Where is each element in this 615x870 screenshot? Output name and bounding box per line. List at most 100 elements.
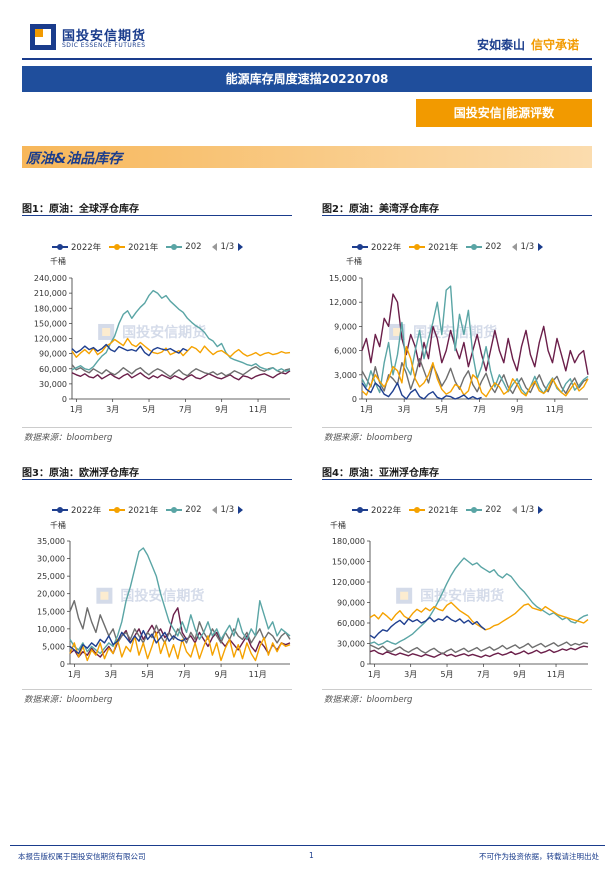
chart-2-title: 图2：原油：美湾浮仓库存 xyxy=(322,204,439,215)
y-tick-label: 0 xyxy=(62,395,67,404)
legend-prev-icon[interactable] xyxy=(211,506,217,514)
report-subtitle: 国投安信|能源评数 xyxy=(416,99,592,127)
legend-prev-icon[interactable] xyxy=(511,243,517,251)
footer-copyright: 本报告版权属于国投安信期货有限公司 xyxy=(18,852,146,861)
legend-next-icon[interactable] xyxy=(538,243,544,251)
x-tick-label: 11月 xyxy=(547,670,565,679)
series-line-s2018 xyxy=(71,370,291,381)
legend-next-icon[interactable] xyxy=(238,506,244,514)
x-tick-label: 11月 xyxy=(249,405,267,414)
legend-item-s2021[interactable]: 2021年 xyxy=(109,241,158,253)
footer-page-number: 1 xyxy=(309,851,314,860)
x-tick-label: 11月 xyxy=(249,670,267,679)
legend-swatch-s2021 xyxy=(409,507,426,513)
series-line-s2022 xyxy=(361,382,482,400)
legend-swatch-s2021 xyxy=(109,507,126,513)
chart-1-title: 图1：原油：全球浮仓库存 xyxy=(22,204,139,215)
chart-2-source-divider xyxy=(322,427,592,428)
legend-page-text: 1/3 xyxy=(220,242,235,252)
series-line-s2021 xyxy=(69,631,291,662)
series-line-s2021 xyxy=(369,601,589,631)
legend-label-s2021: 2021年 xyxy=(428,243,459,253)
x-tick-label: 5月 xyxy=(440,670,453,679)
y-tick-label: 60,000 xyxy=(337,619,365,628)
legend-swatch-s2022 xyxy=(352,507,368,513)
y-tick-label: 30,000 xyxy=(37,555,65,564)
chart-3-source-divider xyxy=(22,689,292,690)
legend-swatch-s2022 xyxy=(52,507,68,513)
x-tick-label: 7月 xyxy=(473,405,486,414)
legend-page-text: 1/3 xyxy=(520,505,535,515)
chart-2-source: 数据来源：bloomberg xyxy=(324,433,413,443)
legend-pager: 1/3 xyxy=(511,505,544,515)
series-line-s2018 xyxy=(69,607,291,658)
legend-item-s2022[interactable]: 2022年 xyxy=(52,241,101,253)
legend-item-s2022[interactable]: 2022年 xyxy=(352,241,401,253)
footer-divider xyxy=(10,845,605,846)
series-line-s2021 xyxy=(361,345,589,398)
chart-3-source: 数据来源：bloomberg xyxy=(24,695,113,705)
legend-swatch-s2020 xyxy=(166,507,183,513)
x-tick-label: 7月 xyxy=(178,670,191,679)
section-header: 原油&油品库存 xyxy=(22,146,592,168)
y-tick-label: 180,000 xyxy=(332,537,365,546)
watermark: 国投安信期货 xyxy=(396,587,504,605)
legend-item-s2020[interactable]: 202 xyxy=(466,505,502,515)
watermark-text: 国投安信期货 xyxy=(413,324,497,341)
legend-item-s2021[interactable]: 2021年 xyxy=(409,504,458,516)
legend-item-s2020[interactable]: 202 xyxy=(166,505,202,515)
legend-prev-icon[interactable] xyxy=(511,506,517,514)
chart-3-unit: 千桶 xyxy=(50,521,66,530)
x-tick-label: 9月 xyxy=(513,670,526,679)
legend-item-s2021[interactable]: 2021年 xyxy=(109,504,158,516)
y-tick-label: 90,000 xyxy=(337,599,365,608)
footer-disclaimer: 不可作为投资依据，转载请注明出处 xyxy=(479,852,599,861)
x-tick-label: 3月 xyxy=(106,405,119,414)
legend-prev-icon[interactable] xyxy=(211,243,217,251)
logo-text: 国投安信期货 xyxy=(62,29,147,44)
chart-4-source: 数据来源：bloomberg xyxy=(324,695,413,705)
chart-4-unit: 千桶 xyxy=(330,521,346,530)
x-tick-label: 3月 xyxy=(404,670,417,679)
watermark-logo-icon xyxy=(96,587,113,604)
series-line-s2022 xyxy=(69,629,187,655)
watermark-logo-inner xyxy=(400,591,409,600)
legend-item-s2022[interactable]: 2022年 xyxy=(352,504,401,516)
legend-next-icon[interactable] xyxy=(238,243,244,251)
chart-4-plot: 国投安信期货 0 30,000 60,000 90,000 120,000 150,000 1… xyxy=(332,537,589,679)
y-tick-label: 6,000 xyxy=(334,347,357,356)
slogan: 安如泰山 信守承诺 xyxy=(477,36,579,53)
y-tick-label: 10,000 xyxy=(37,625,65,634)
y-tick-label: 90,000 xyxy=(39,350,67,359)
legend-next-icon[interactable] xyxy=(538,506,544,514)
x-tick-label: 5月 xyxy=(141,670,154,679)
legend-pager: 1/3 xyxy=(511,242,544,252)
series-line-s2019 xyxy=(369,641,589,655)
series-line-s2022 xyxy=(369,615,486,639)
legend-item-s2020[interactable]: 202 xyxy=(166,242,202,252)
legend-swatch-s2022 xyxy=(52,244,68,250)
watermark-text: 国投安信期货 xyxy=(120,588,204,605)
y-tick-label: 5,000 xyxy=(42,642,65,651)
legend-pager: 1/3 xyxy=(211,242,244,252)
x-tick-label: 7月 xyxy=(477,670,490,679)
legend-label-s2022: 2022年 xyxy=(371,506,402,516)
y-tick-label: 15,000 xyxy=(329,274,357,283)
logo-subtext: SDIC ESSENCE FUTURES xyxy=(62,42,146,49)
y-tick-label: 150,000 xyxy=(332,558,365,567)
slogan-part-1: 安如泰山 xyxy=(476,38,525,52)
watermark: 国投安信期货 xyxy=(98,323,206,341)
chart-4-source-divider xyxy=(322,689,592,690)
series-line-s2018 xyxy=(369,645,589,658)
watermark-logo-inner xyxy=(100,591,109,600)
chart-2-plot: 国投安信期货 0 3,000 6,000 9,000 12,000 15,000 1月 3月 5月… xyxy=(329,274,589,414)
series-line-s2018 xyxy=(361,293,589,375)
y-tick-label: 240,000 xyxy=(34,274,67,283)
legend-label-s2020: 202 xyxy=(485,505,502,515)
y-tick-label: 120,000 xyxy=(332,578,365,587)
legend-item-s2021[interactable]: 2021年 xyxy=(409,241,458,253)
legend-item-s2020[interactable]: 202 xyxy=(466,242,502,252)
watermark-logo-inner xyxy=(393,327,402,336)
chart-1-title-underline xyxy=(22,215,292,216)
legend-item-s2022[interactable]: 2022年 xyxy=(52,504,101,516)
